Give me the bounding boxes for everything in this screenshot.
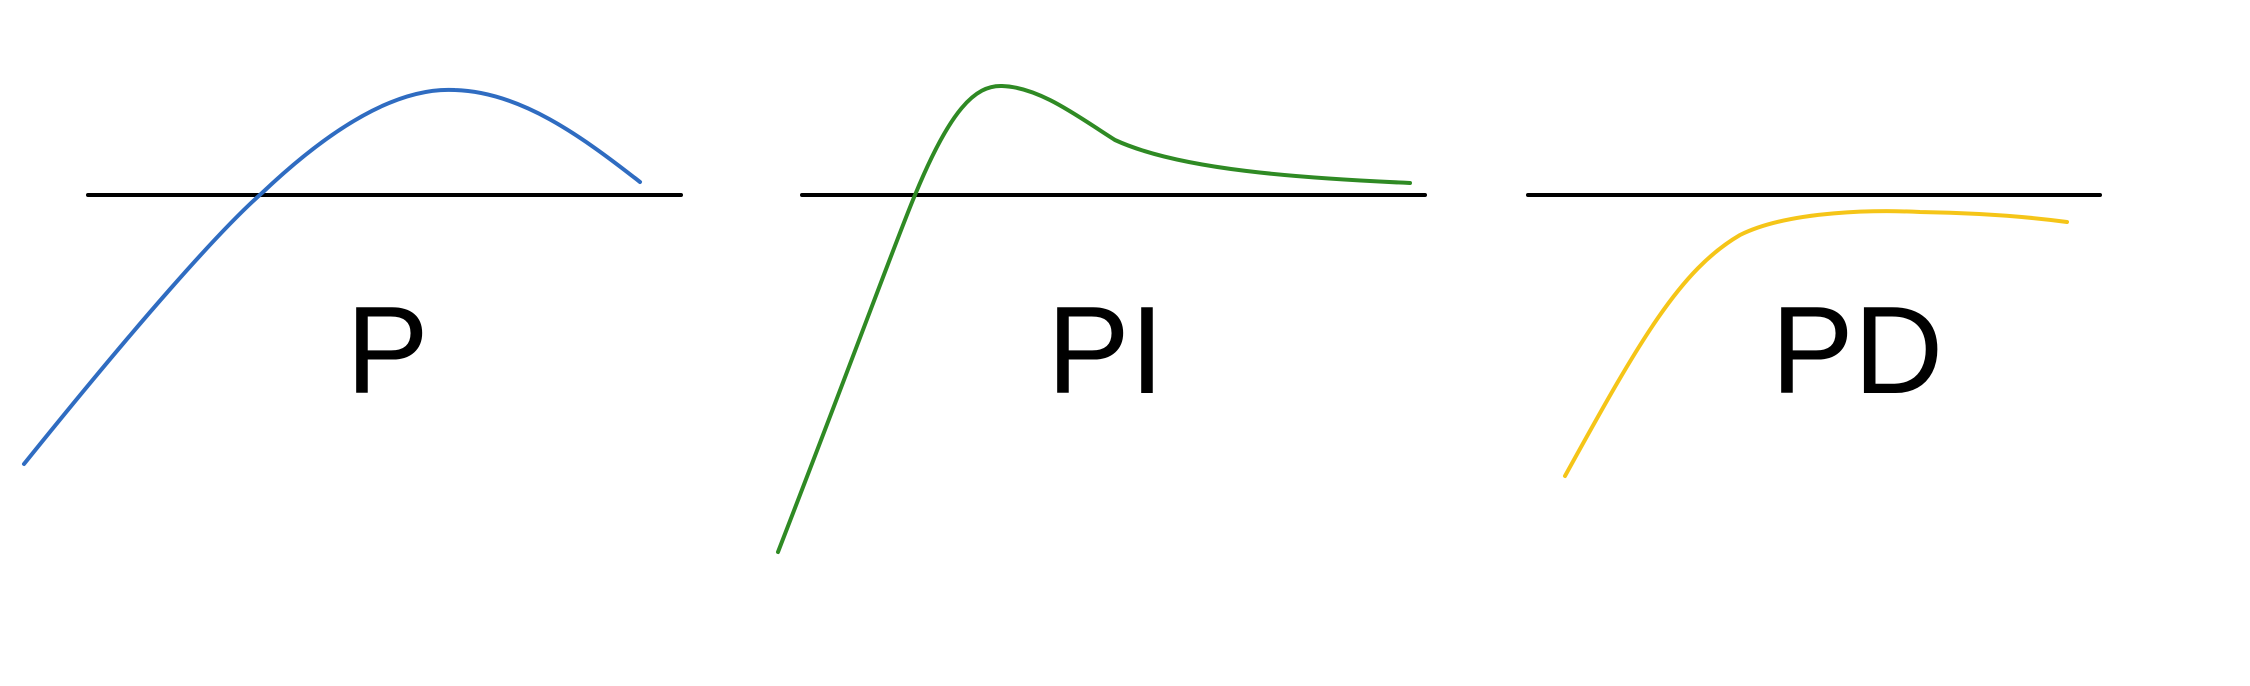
panel-p: P <box>22 87 683 466</box>
response-curve-pi <box>776 83 1412 554</box>
response-curve-p <box>22 87 642 466</box>
panel-label-p: P <box>346 282 429 420</box>
panel-label-pd: PD <box>1771 282 1943 420</box>
response-curve-pd <box>1563 209 2069 478</box>
panel-pd: PD <box>1526 193 2102 478</box>
panel-pi: PI <box>776 83 1427 554</box>
panel-label-pi: PI <box>1047 282 1164 420</box>
